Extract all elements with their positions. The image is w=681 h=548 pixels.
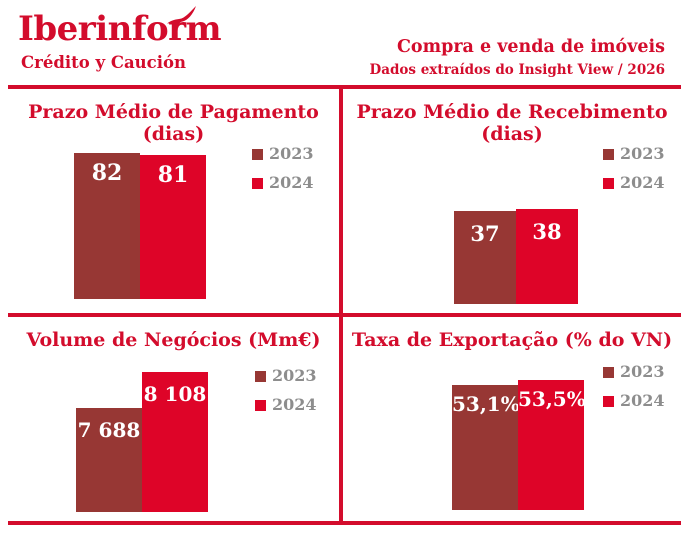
legend-label-2023: 2023: [272, 366, 317, 385]
legend-item-2023: 2023: [255, 368, 317, 384]
legend: 2023 2024: [603, 364, 665, 409]
bar-value-label: 8 108: [143, 382, 207, 406]
bar-group: 37 38: [454, 209, 578, 304]
bar-value-label: 7 688: [77, 418, 141, 442]
legend: 2023 2024: [255, 368, 317, 413]
legend-swatch-2024: [603, 395, 614, 407]
divider-vertical: [339, 85, 343, 525]
legend-swatch-2024: [255, 399, 266, 411]
chart-title: Prazo Médio de Pagamento (dias): [28, 101, 319, 145]
bar-value-label: 53,1%: [452, 392, 520, 416]
chart-title: Taxa de Exportação (% do VN): [351, 329, 673, 351]
chart-prazo-recebimento: Prazo Médio de Recebimento (dias) 37 38 …: [343, 89, 681, 313]
legend: 2023 2024: [252, 146, 314, 191]
divider-bottom: [8, 521, 681, 525]
legend-item-2024: 2024: [252, 175, 314, 191]
legend-label-2024: 2024: [272, 395, 317, 414]
legend-swatch-2023: [603, 366, 614, 378]
bar-2024: 38: [516, 209, 578, 304]
legend-label-2023: 2023: [620, 144, 665, 163]
legend-swatch-2024: [603, 177, 614, 189]
bar-group: 82 81: [74, 153, 206, 299]
chart-taxa-exportacao: Taxa de Exportação (% do VN) 53,1% 53,5%…: [343, 317, 681, 521]
legend-swatch-2023: [603, 148, 614, 160]
legend-label-2024: 2024: [620, 391, 665, 410]
bar-2024: 81: [140, 155, 206, 299]
bar-value-label: 82: [91, 160, 123, 186]
legend-swatch-2023: [255, 370, 266, 382]
bar-2024: 8 108: [142, 372, 208, 512]
bar-group: 53,1% 53,5%: [452, 380, 586, 510]
bar-value-label: 81: [157, 162, 189, 188]
bar-value-label: 53,5%: [518, 387, 586, 411]
bar-2023: 37: [454, 211, 516, 304]
legend-label-2024: 2024: [269, 173, 314, 192]
legend-label-2024: 2024: [620, 173, 665, 192]
chart-volume-negocios: Volume de Negócios (Mm€) 7 688 8 108 202…: [8, 317, 339, 521]
bar-2023: 7 688: [76, 408, 142, 512]
legend-item-2024: 2024: [603, 393, 665, 409]
chart-title: Prazo Médio de Recebimento (dias): [356, 101, 668, 145]
legend-item-2023: 2023: [603, 146, 665, 162]
legend-label-2023: 2023: [269, 144, 314, 163]
bar-2023: 53,1%: [452, 385, 520, 510]
legend-swatch-2023: [252, 148, 263, 160]
report-title: Compra e venda de imóveis: [396, 37, 665, 57]
chart-prazo-pagamento: Prazo Médio de Pagamento (dias) 82 81 20…: [8, 89, 339, 313]
legend: 2023 2024: [603, 146, 665, 191]
report-subtitle: Dados extraídos do Insight View / 2026: [369, 62, 665, 78]
legend-item-2023: 2023: [252, 146, 314, 162]
report-header: Compra e venda de imóveis Dados extraído…: [369, 37, 665, 78]
legend-swatch-2024: [252, 177, 263, 189]
legend-label-2023: 2023: [620, 362, 665, 381]
bar-2024: 53,5%: [518, 380, 586, 510]
bird-icon: [167, 6, 196, 30]
logo-subtitle: Crédito y Caución: [21, 53, 186, 72]
bar-2023: 82: [74, 153, 140, 299]
legend-item-2023: 2023: [603, 364, 665, 380]
legend-item-2024: 2024: [603, 175, 665, 191]
bar-group: 7 688 8 108: [76, 372, 208, 512]
legend-item-2024: 2024: [255, 397, 317, 413]
divider-top: [8, 85, 681, 89]
divider-middle: [8, 313, 681, 317]
chart-title: Volume de Negócios (Mm€): [26, 329, 321, 351]
bar-value-label: 38: [532, 219, 562, 244]
bar-value-label: 37: [470, 221, 500, 246]
